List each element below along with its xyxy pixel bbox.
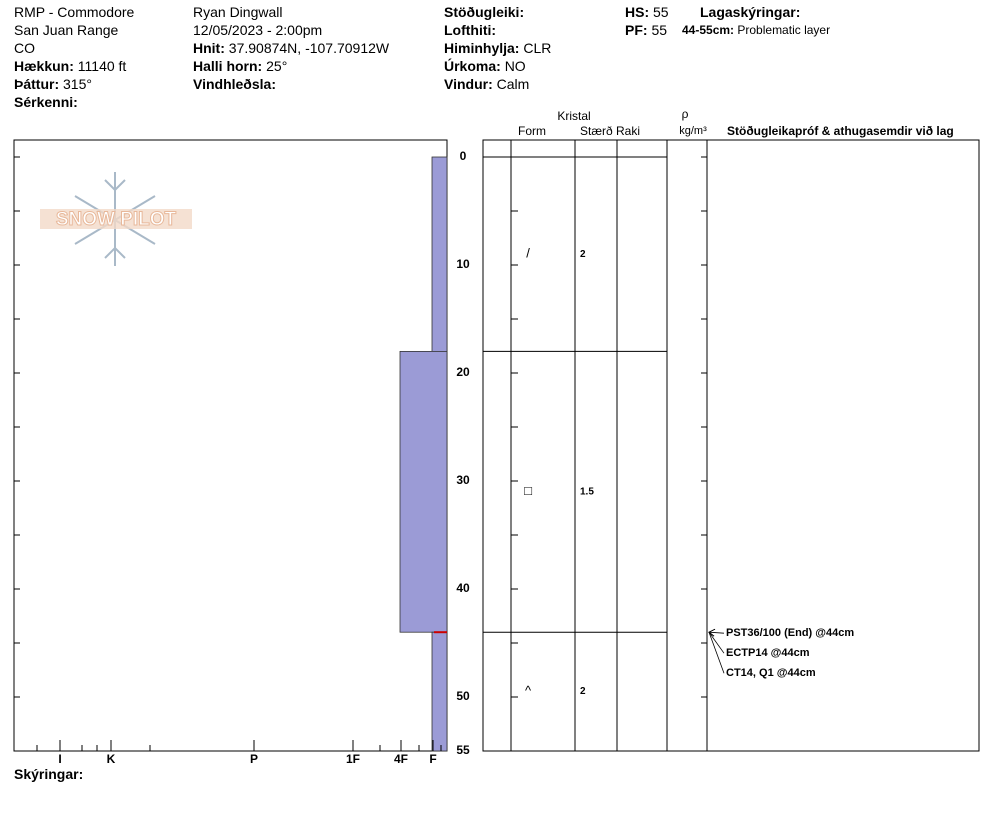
header-tests: Stöðugleikapróf & athugasemdir við lag — [727, 124, 954, 138]
test-arrow — [708, 631, 725, 634]
test-text: ECTP14 @44cm — [726, 647, 810, 659]
field-label: Halli horn: — [193, 58, 263, 74]
test-arrow — [708, 632, 725, 674]
field-label: Sérkenni: — [14, 94, 78, 110]
field-value: CLR — [523, 40, 552, 56]
header-field: Halli horn: 25° — [193, 57, 287, 75]
logo-flake — [104, 179, 126, 192]
depth-label: 50 — [456, 689, 470, 703]
header-text: San Juan Range — [14, 22, 119, 38]
header-field: Úrkoma: NO — [444, 57, 526, 75]
hardness-label: P — [250, 752, 258, 766]
field-value: Problematic layer — [737, 23, 831, 37]
header-field: Hækkun: 11140 ft — [14, 57, 126, 75]
header-rho: ρ — [682, 107, 689, 121]
field-label: Hækkun: — [14, 58, 74, 74]
crystal-form: □ — [524, 483, 532, 498]
hardness-label: F — [429, 752, 436, 766]
field-value: 55 — [653, 4, 669, 20]
header-text: 12/05/2023 - 2:00pm — [193, 22, 323, 38]
header-field: Þáttur: 315° — [14, 75, 92, 93]
header-field: Sérkenni: — [14, 93, 78, 111]
test-arrow — [708, 631, 725, 654]
crystal-size: 1.5 — [580, 486, 594, 497]
hardness-bar — [399, 350, 448, 633]
crystal-form: ^ — [525, 683, 532, 698]
logo-flake — [104, 246, 126, 259]
crystal-form: / — [526, 246, 530, 261]
depth-label: 55 — [456, 743, 470, 757]
field-label: HS: — [625, 4, 650, 20]
header-form: Form — [518, 124, 546, 138]
depth-label: 0 — [460, 149, 467, 163]
field-label: Himinhylja: — [444, 40, 520, 56]
header-field: Hnit: 37.90874N, -107.70912W — [193, 39, 389, 57]
test-arrowhead — [708, 628, 716, 637]
table-frame — [482, 139, 980, 752]
field-value: 315° — [63, 76, 92, 92]
test-text: PST36/100 (End) @44cm — [726, 627, 854, 639]
header-crystal: Kristal — [557, 109, 590, 123]
field-label: Hnit: — [193, 40, 225, 56]
header-field: Vindhleðsla: — [193, 75, 276, 93]
field-label: Vindur: — [444, 76, 493, 92]
depth-label: 30 — [456, 473, 470, 487]
header-field: Lofthiti: — [444, 21, 496, 39]
logo-band — [40, 209, 192, 229]
header-field: HS: 55 — [625, 3, 669, 21]
field-label: Stöðugleiki: — [444, 4, 525, 20]
table-header: Kristal Form Stærð Raki ρ kg/m³ Stöðugle… — [518, 107, 954, 138]
field-label: 44-55cm: — [682, 23, 735, 37]
test-text: CT14, Q1 @44cm — [726, 667, 816, 679]
header-field: PF: 55 — [625, 21, 667, 39]
header-size: Stærð — [580, 124, 613, 138]
header-moisture: Raki — [616, 124, 640, 138]
header-density-unit: kg/m³ — [679, 125, 707, 137]
header-text: CO — [14, 40, 35, 56]
table-columns — [510, 140, 708, 751]
header-field: 44-55cm: Problematic layer — [682, 21, 830, 39]
field-label: Vindhleðsla: — [193, 76, 276, 92]
footer-label: Skýringar: — [14, 766, 84, 782]
header-field: Vindur: Calm — [444, 75, 529, 93]
field-value: 25° — [266, 58, 288, 74]
field-value: 37.90874N, -107.70912W — [228, 40, 390, 56]
field-value: NO — [504, 58, 526, 74]
logo-text: SNOW PILOT — [56, 209, 177, 230]
crystal-size: 2 — [580, 686, 586, 697]
depth-label: 10 — [456, 257, 470, 271]
hardness-bar — [431, 156, 448, 352]
header-text: RMP - Commodore — [14, 4, 135, 20]
hardness-label: 4F — [394, 752, 408, 766]
hardness-label: 1F — [346, 752, 360, 766]
header-text: Ryan Dingwall — [193, 4, 283, 20]
hardness-bar — [431, 631, 448, 752]
depth-label: 20 — [456, 365, 470, 379]
depth-label: 40 — [456, 581, 470, 595]
hardness-label: I — [58, 752, 61, 766]
field-value: 11140 ft — [77, 58, 127, 74]
field-label: Þáttur: — [14, 76, 60, 92]
header-field: Himinhylja: CLR — [444, 39, 551, 57]
notes-title: Lagaskýringar: — [700, 4, 801, 20]
field-value: 55 — [651, 22, 668, 38]
field-label: Lofthiti: — [444, 22, 497, 38]
field-value: Calm — [496, 76, 530, 92]
crystal-size: 2 — [580, 249, 586, 260]
hardness-frame — [13, 139, 448, 752]
hardness-label: K — [107, 752, 116, 766]
header-field: Stöðugleiki: — [444, 3, 524, 21]
field-label: PF: — [625, 22, 648, 38]
field-label: Úrkoma: — [444, 58, 501, 74]
